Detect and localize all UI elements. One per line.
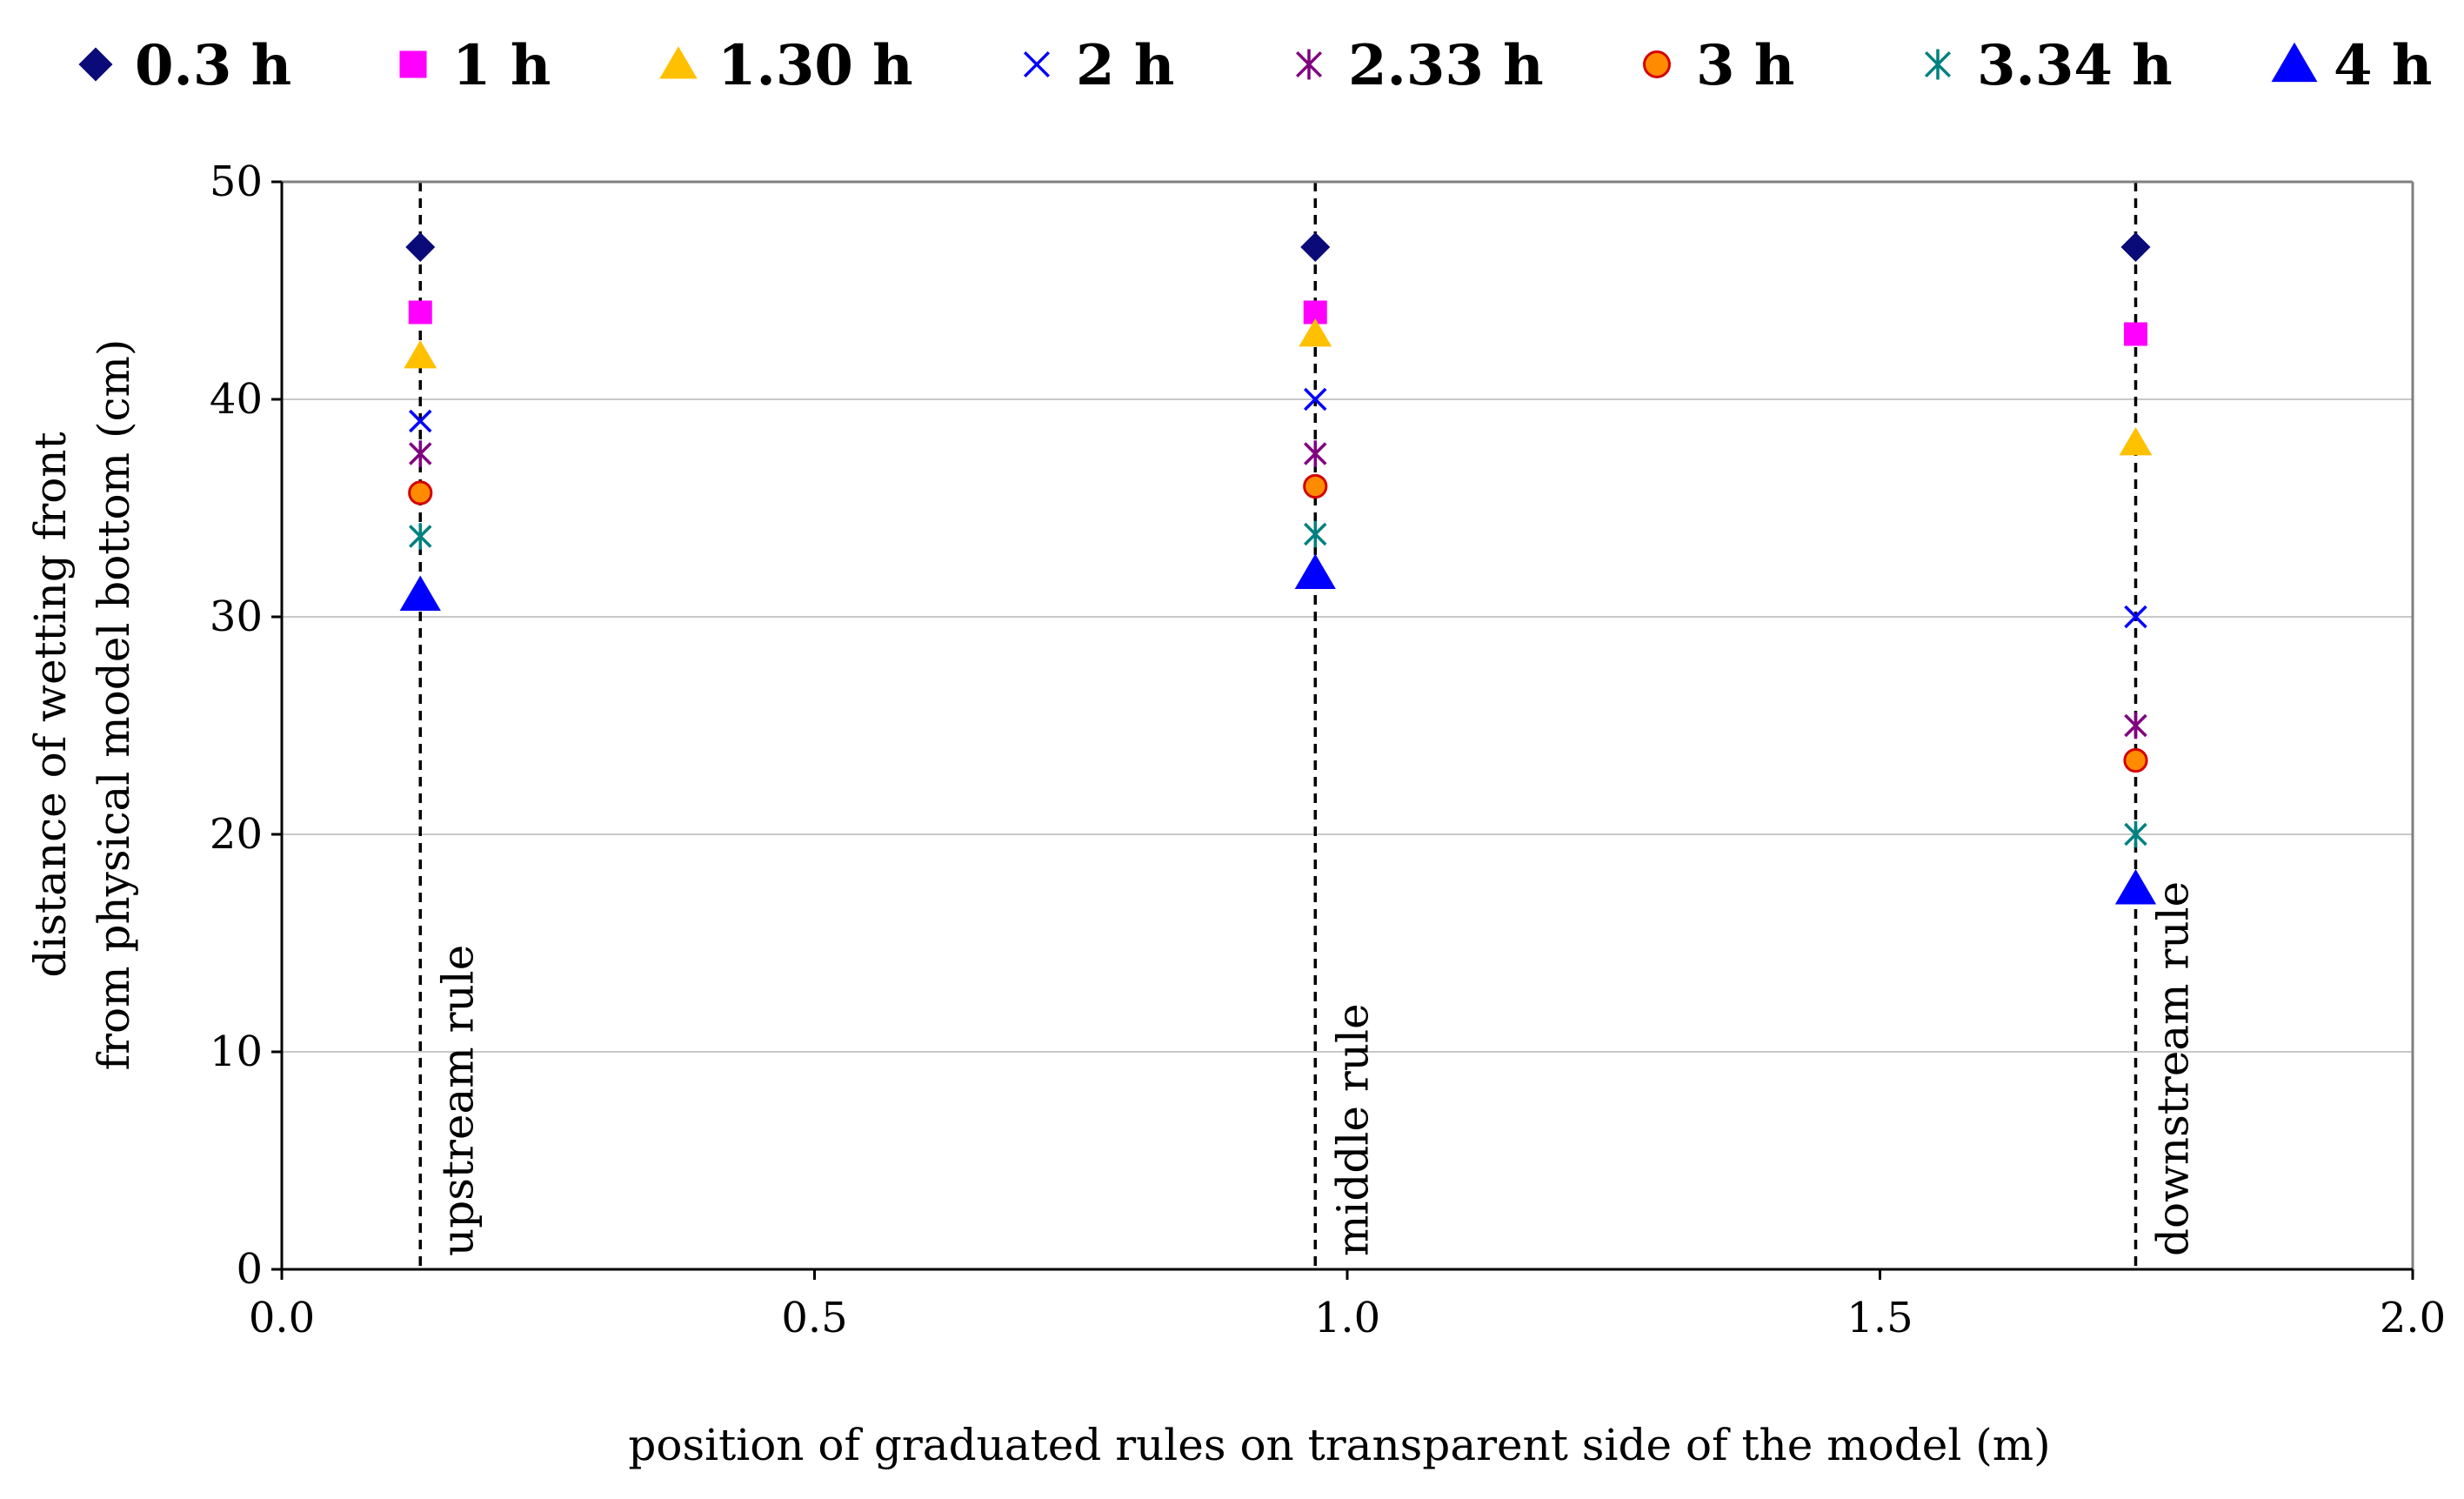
point-series-0-2 xyxy=(2120,232,2151,262)
legend-marker-7 xyxy=(2271,42,2318,83)
point-series-7-1 xyxy=(1294,553,1336,589)
data-points xyxy=(399,232,2157,905)
legend-marker-0 xyxy=(78,47,113,82)
y-tick-label-1: 10 xyxy=(210,1027,263,1076)
x-tick-label-2: 1.0 xyxy=(1314,1294,1380,1342)
x-tick-label-1: 0.5 xyxy=(781,1294,847,1342)
point-series-4-0 xyxy=(409,440,432,467)
axes: 0 10 20 30 40 50 0.0 0.5 1.0 1.5 2.0 xyxy=(210,157,2446,1342)
point-series-2-0 xyxy=(404,340,437,369)
legend-label-6: 3.34 h xyxy=(1977,33,2173,98)
point-series-3-1 xyxy=(1304,387,1327,412)
point-series-6-0 xyxy=(409,523,432,550)
x-tick-label-3: 1.5 xyxy=(1846,1294,1913,1342)
rule-label-0: upstream rule xyxy=(432,945,483,1256)
graduated-rules: upstream rule middle rule downstream rule xyxy=(418,182,2199,1269)
point-series-7-0 xyxy=(399,575,441,611)
y-axis-title-line-1: distance of wetting front xyxy=(25,432,76,977)
legend-label-7: 4 h xyxy=(2334,33,2432,98)
legend-label-4: 2.33 h xyxy=(1348,33,1544,98)
point-series-0-0 xyxy=(405,232,436,262)
x-axis-title: position of graduated rules on transpare… xyxy=(628,1420,2050,1470)
legend-marker-6 xyxy=(1924,49,1952,80)
legend-marker-1 xyxy=(399,50,427,78)
point-series-1-0 xyxy=(408,300,432,325)
point-series-1-2 xyxy=(2124,322,2147,346)
point-series-2-1 xyxy=(1299,318,1332,347)
y-tick-label-0: 0 xyxy=(236,1245,263,1294)
legend-marker-5 xyxy=(1643,50,1671,78)
legend-label-1: 1 h xyxy=(452,33,551,98)
y-tick-label-4: 40 xyxy=(210,375,263,424)
point-series-5-0 xyxy=(408,480,433,505)
x-tick-label-4: 2.0 xyxy=(2380,1294,2446,1342)
y-tick-label-5: 50 xyxy=(210,157,263,206)
legend-label-5: 3 h xyxy=(1696,33,1794,98)
point-series-4-2 xyxy=(2124,712,2147,739)
point-series-0-1 xyxy=(1300,232,1331,262)
point-series-7-2 xyxy=(2114,869,2157,905)
point-series-5-2 xyxy=(2123,747,2148,773)
y-axis-title-line-2: from physical model bottom (cm) xyxy=(89,339,139,1071)
point-series-6-2 xyxy=(2124,820,2147,848)
legend-marker-3 xyxy=(1023,50,1051,78)
y-tick-label-3: 30 xyxy=(210,592,263,641)
x-tick-label-0: 0.0 xyxy=(249,1294,315,1342)
point-series-6-1 xyxy=(1304,520,1327,548)
legend-label-2: 1.30 h xyxy=(718,33,913,98)
gridlines xyxy=(282,398,2413,1053)
legend-label-3: 2 h xyxy=(1076,33,1174,98)
rule-label-2: downstream rule xyxy=(2148,881,2199,1256)
y-tick-label-2: 20 xyxy=(210,810,263,859)
legend: 0.3 h 1 h 1.30 h 2 h 2.33 h 3 h 3.34 h 4 h xyxy=(78,33,2432,98)
point-series-5-1 xyxy=(1303,473,1328,499)
legend-label-0: 0.3 h xyxy=(135,33,291,98)
point-series-2-2 xyxy=(2119,427,2153,456)
rule-label-1: middle rule xyxy=(1327,1003,1378,1256)
legend-marker-2 xyxy=(659,46,698,79)
point-series-3-0 xyxy=(409,409,432,433)
point-series-4-1 xyxy=(1304,440,1327,467)
point-series-3-2 xyxy=(2124,605,2147,629)
legend-marker-4 xyxy=(1295,49,1323,80)
